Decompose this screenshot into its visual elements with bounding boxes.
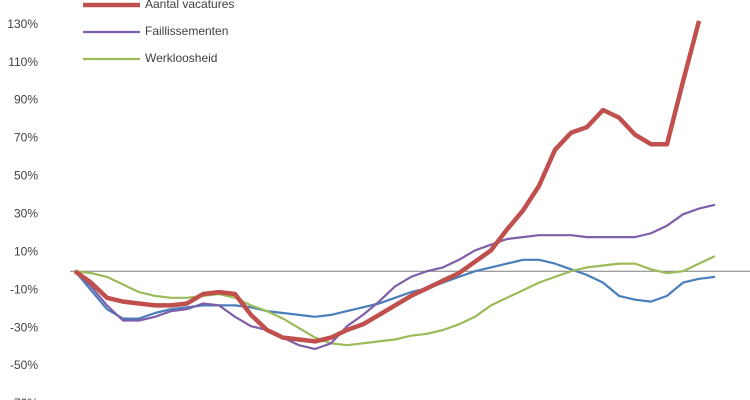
y-tick-label: 110% xyxy=(8,55,38,69)
series-line xyxy=(74,255,716,347)
series-line xyxy=(74,203,716,351)
series-line xyxy=(74,258,716,320)
y-tick-label: 70% xyxy=(14,131,38,145)
y-tick-label: -50% xyxy=(10,358,38,372)
y-tick-label: -10% xyxy=(10,282,38,296)
y-tick-label: -30% xyxy=(10,320,38,334)
y-tick-label: 130% xyxy=(7,17,38,31)
legend-label: Aantal vacatures xyxy=(145,0,234,11)
y-tick-label: -70% xyxy=(10,396,38,400)
y-tick-label: 10% xyxy=(14,244,38,258)
y-tick-label: 30% xyxy=(14,207,38,221)
series-line xyxy=(73,20,702,344)
y-tick-label: 50% xyxy=(14,169,38,183)
legend-label: Faillissementen xyxy=(145,24,228,38)
legend-label: Werkloosheid xyxy=(145,51,217,65)
y-tick-label: 90% xyxy=(14,93,38,107)
